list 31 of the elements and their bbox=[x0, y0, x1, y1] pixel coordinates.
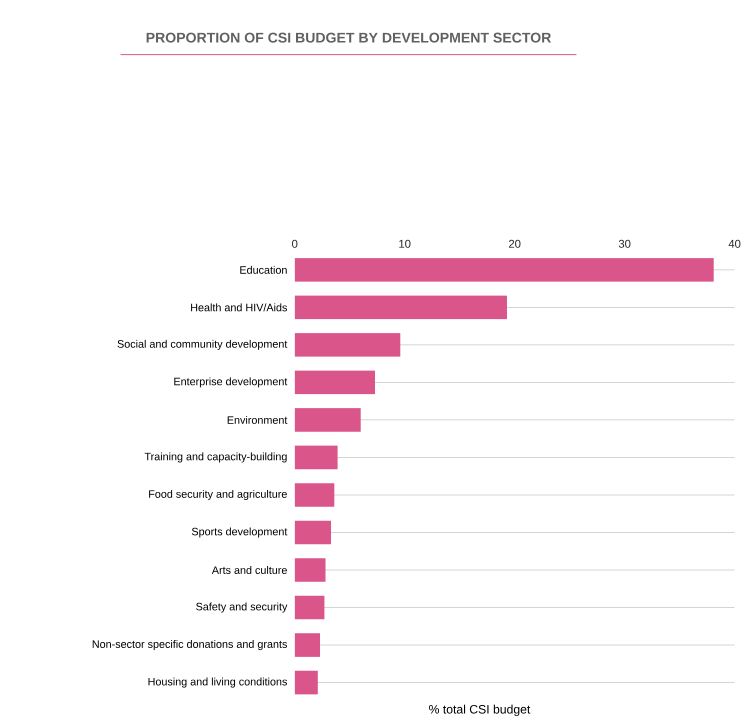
y-tick-label: Arts and culture bbox=[212, 566, 287, 574]
x-tick-label: 0 bbox=[292, 240, 298, 248]
y-tick-label: Food security and agriculture bbox=[149, 490, 287, 500]
x-tick-label: 30 bbox=[618, 240, 630, 248]
bar bbox=[294, 483, 334, 507]
chart-title: PROPORTION OF CSI BUDGET BY DEVELOPMENT SECTOR bbox=[146, 32, 552, 43]
y-tick-label: Social and community development bbox=[118, 340, 288, 350]
bar bbox=[294, 670, 318, 694]
y-tick-label: Environment bbox=[228, 416, 288, 424]
y-tick-label: Safety and security bbox=[196, 602, 288, 612]
y-tick-label: Health and HIV/Aids bbox=[191, 303, 287, 312]
bar bbox=[294, 258, 714, 282]
y-tick-label: Training and capacity-building bbox=[144, 452, 287, 462]
bar bbox=[294, 333, 400, 357]
y-tick-label: Housing and living conditions bbox=[148, 677, 287, 688]
x-tick-label: 10 bbox=[399, 240, 411, 248]
y-tick-label: Enterprise development bbox=[174, 377, 288, 388]
bar bbox=[294, 446, 338, 470]
bar bbox=[294, 296, 507, 320]
x-tick-label: 20 bbox=[508, 240, 520, 248]
bar bbox=[294, 633, 320, 657]
y-tick-label: Non-sector specific donations and grants bbox=[92, 640, 287, 650]
bar bbox=[294, 558, 326, 582]
y-tick-label: Sports development bbox=[192, 527, 288, 538]
bar bbox=[294, 520, 332, 544]
x-tick-label: 40 bbox=[728, 240, 740, 248]
bar bbox=[294, 596, 324, 620]
bar bbox=[294, 408, 361, 432]
y-tick-label: Education bbox=[240, 266, 287, 274]
bar bbox=[294, 370, 375, 394]
x-axis-title: % total CSI budget bbox=[429, 704, 530, 716]
